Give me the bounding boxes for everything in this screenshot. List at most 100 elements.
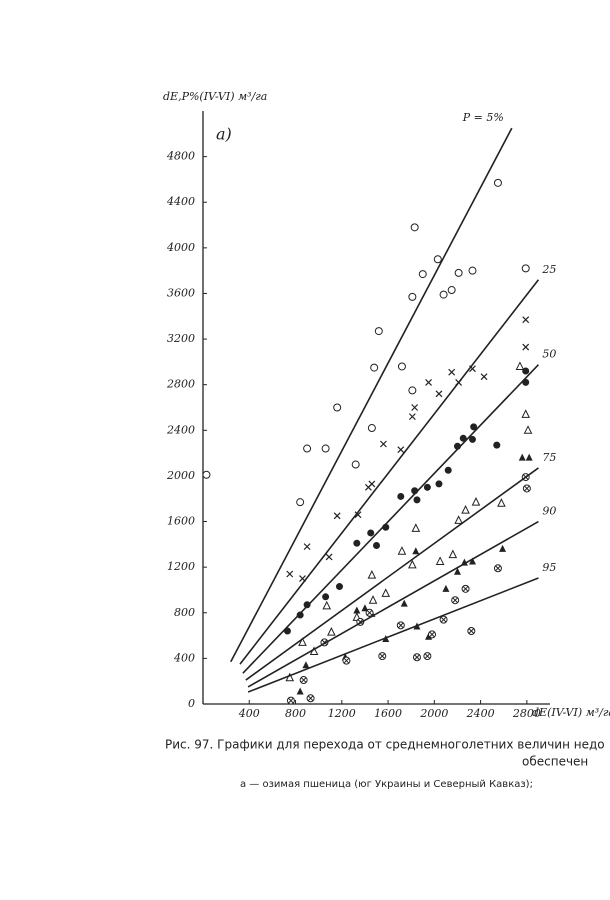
- marker-shape: [353, 539, 361, 547]
- marker-shape: [454, 515, 463, 524]
- marker-shape: [442, 584, 450, 592]
- marker-shape: [493, 441, 501, 449]
- line-label: 95: [542, 561, 556, 574]
- x-tick-label: 1600: [374, 707, 402, 720]
- caption-line: обеспечен: [522, 755, 588, 769]
- marker-shape: [202, 470, 211, 479]
- marker-shape: [495, 565, 501, 572]
- data-point: [418, 270, 427, 279]
- data-point: [303, 543, 311, 551]
- data-point: [333, 512, 341, 520]
- caption-line: а — озимая пшеница (юг Украины и Северны…: [240, 779, 533, 790]
- marker-shape: [410, 223, 419, 232]
- marker-shape: [288, 697, 294, 704]
- marker-shape: [303, 444, 312, 453]
- y-tick-label: 2400: [166, 423, 195, 436]
- data-point: [368, 480, 376, 488]
- data-point: [411, 404, 419, 411]
- marker-shape: [518, 453, 526, 461]
- data-point: [397, 362, 406, 371]
- line-label: 90: [542, 505, 556, 518]
- marker-shape: [325, 553, 333, 561]
- x-tick-label: 1200: [328, 707, 356, 720]
- data-point: [469, 557, 477, 565]
- data-point: [380, 440, 387, 448]
- marker-shape: [370, 363, 379, 372]
- marker-shape: [381, 588, 391, 597]
- marker-shape: [366, 610, 373, 616]
- marker-shape: [497, 498, 506, 507]
- data-point: [521, 264, 530, 273]
- data-point: [322, 600, 332, 610]
- data-point: [408, 413, 416, 421]
- marker-shape: [459, 434, 467, 442]
- data-point: [442, 584, 450, 592]
- data-point: [353, 539, 361, 547]
- data-point: [518, 453, 526, 461]
- data-point: [322, 593, 330, 601]
- marker-shape: [439, 290, 448, 299]
- x-tick-label: 2400: [466, 707, 495, 720]
- marker-shape: [447, 286, 456, 295]
- marker-shape: [397, 446, 405, 454]
- x-tick-label: 800: [285, 707, 306, 720]
- data-point: [410, 223, 419, 232]
- fit-line: [242, 364, 540, 674]
- marker-shape: [424, 653, 431, 659]
- marker-shape: [469, 557, 477, 565]
- data-point: [493, 178, 502, 187]
- marker-shape: [522, 316, 530, 324]
- data-point: [396, 621, 405, 630]
- y-tick-label: 1200: [167, 560, 195, 573]
- data-point: [470, 423, 478, 431]
- line-label: 25: [541, 263, 556, 276]
- data-point: [370, 363, 379, 372]
- data-point: [461, 584, 470, 593]
- data-point: [412, 547, 420, 555]
- line-label: P = 5%: [462, 111, 504, 124]
- data-point: [365, 608, 374, 617]
- data-point: [522, 316, 530, 324]
- marker-shape: [302, 661, 310, 669]
- marker-shape: [353, 606, 361, 614]
- data-point: [454, 268, 463, 277]
- data-point: [435, 556, 445, 565]
- data-point: [423, 483, 431, 491]
- data-point: [378, 652, 387, 661]
- marker-shape: [471, 497, 481, 506]
- data-point: [448, 549, 458, 559]
- marker-shape: [452, 597, 458, 603]
- data-point: [459, 434, 467, 442]
- marker-shape: [368, 480, 376, 488]
- marker-shape: [285, 672, 295, 682]
- data-point: [499, 544, 507, 552]
- data-point: [342, 656, 351, 665]
- marker-shape: [521, 409, 531, 418]
- marker-shape: [461, 505, 470, 514]
- panel-label: а): [216, 125, 232, 144]
- y-tick-label: 3600: [167, 286, 195, 299]
- marker-shape: [368, 595, 378, 604]
- marker-shape: [408, 559, 417, 569]
- marker-shape: [397, 492, 405, 500]
- data-point: [521, 409, 531, 418]
- data-point: [525, 453, 533, 461]
- data-point: [303, 444, 312, 453]
- marker-shape: [435, 556, 445, 565]
- line-label: 75: [542, 451, 556, 464]
- marker-shape: [322, 593, 330, 601]
- data-point: [468, 266, 477, 275]
- fit-line: [230, 127, 513, 663]
- marker-shape: [440, 616, 447, 623]
- data-point: [296, 498, 305, 507]
- data-point: [327, 627, 336, 636]
- marker-shape: [408, 292, 417, 301]
- data-point: [439, 290, 448, 299]
- y-tick-label: 1600: [167, 515, 195, 528]
- data-point: [454, 515, 463, 524]
- data-point: [461, 505, 470, 514]
- data-point: [353, 606, 361, 614]
- y-tick-label: 4000: [166, 241, 195, 254]
- marker-shape: [408, 386, 417, 395]
